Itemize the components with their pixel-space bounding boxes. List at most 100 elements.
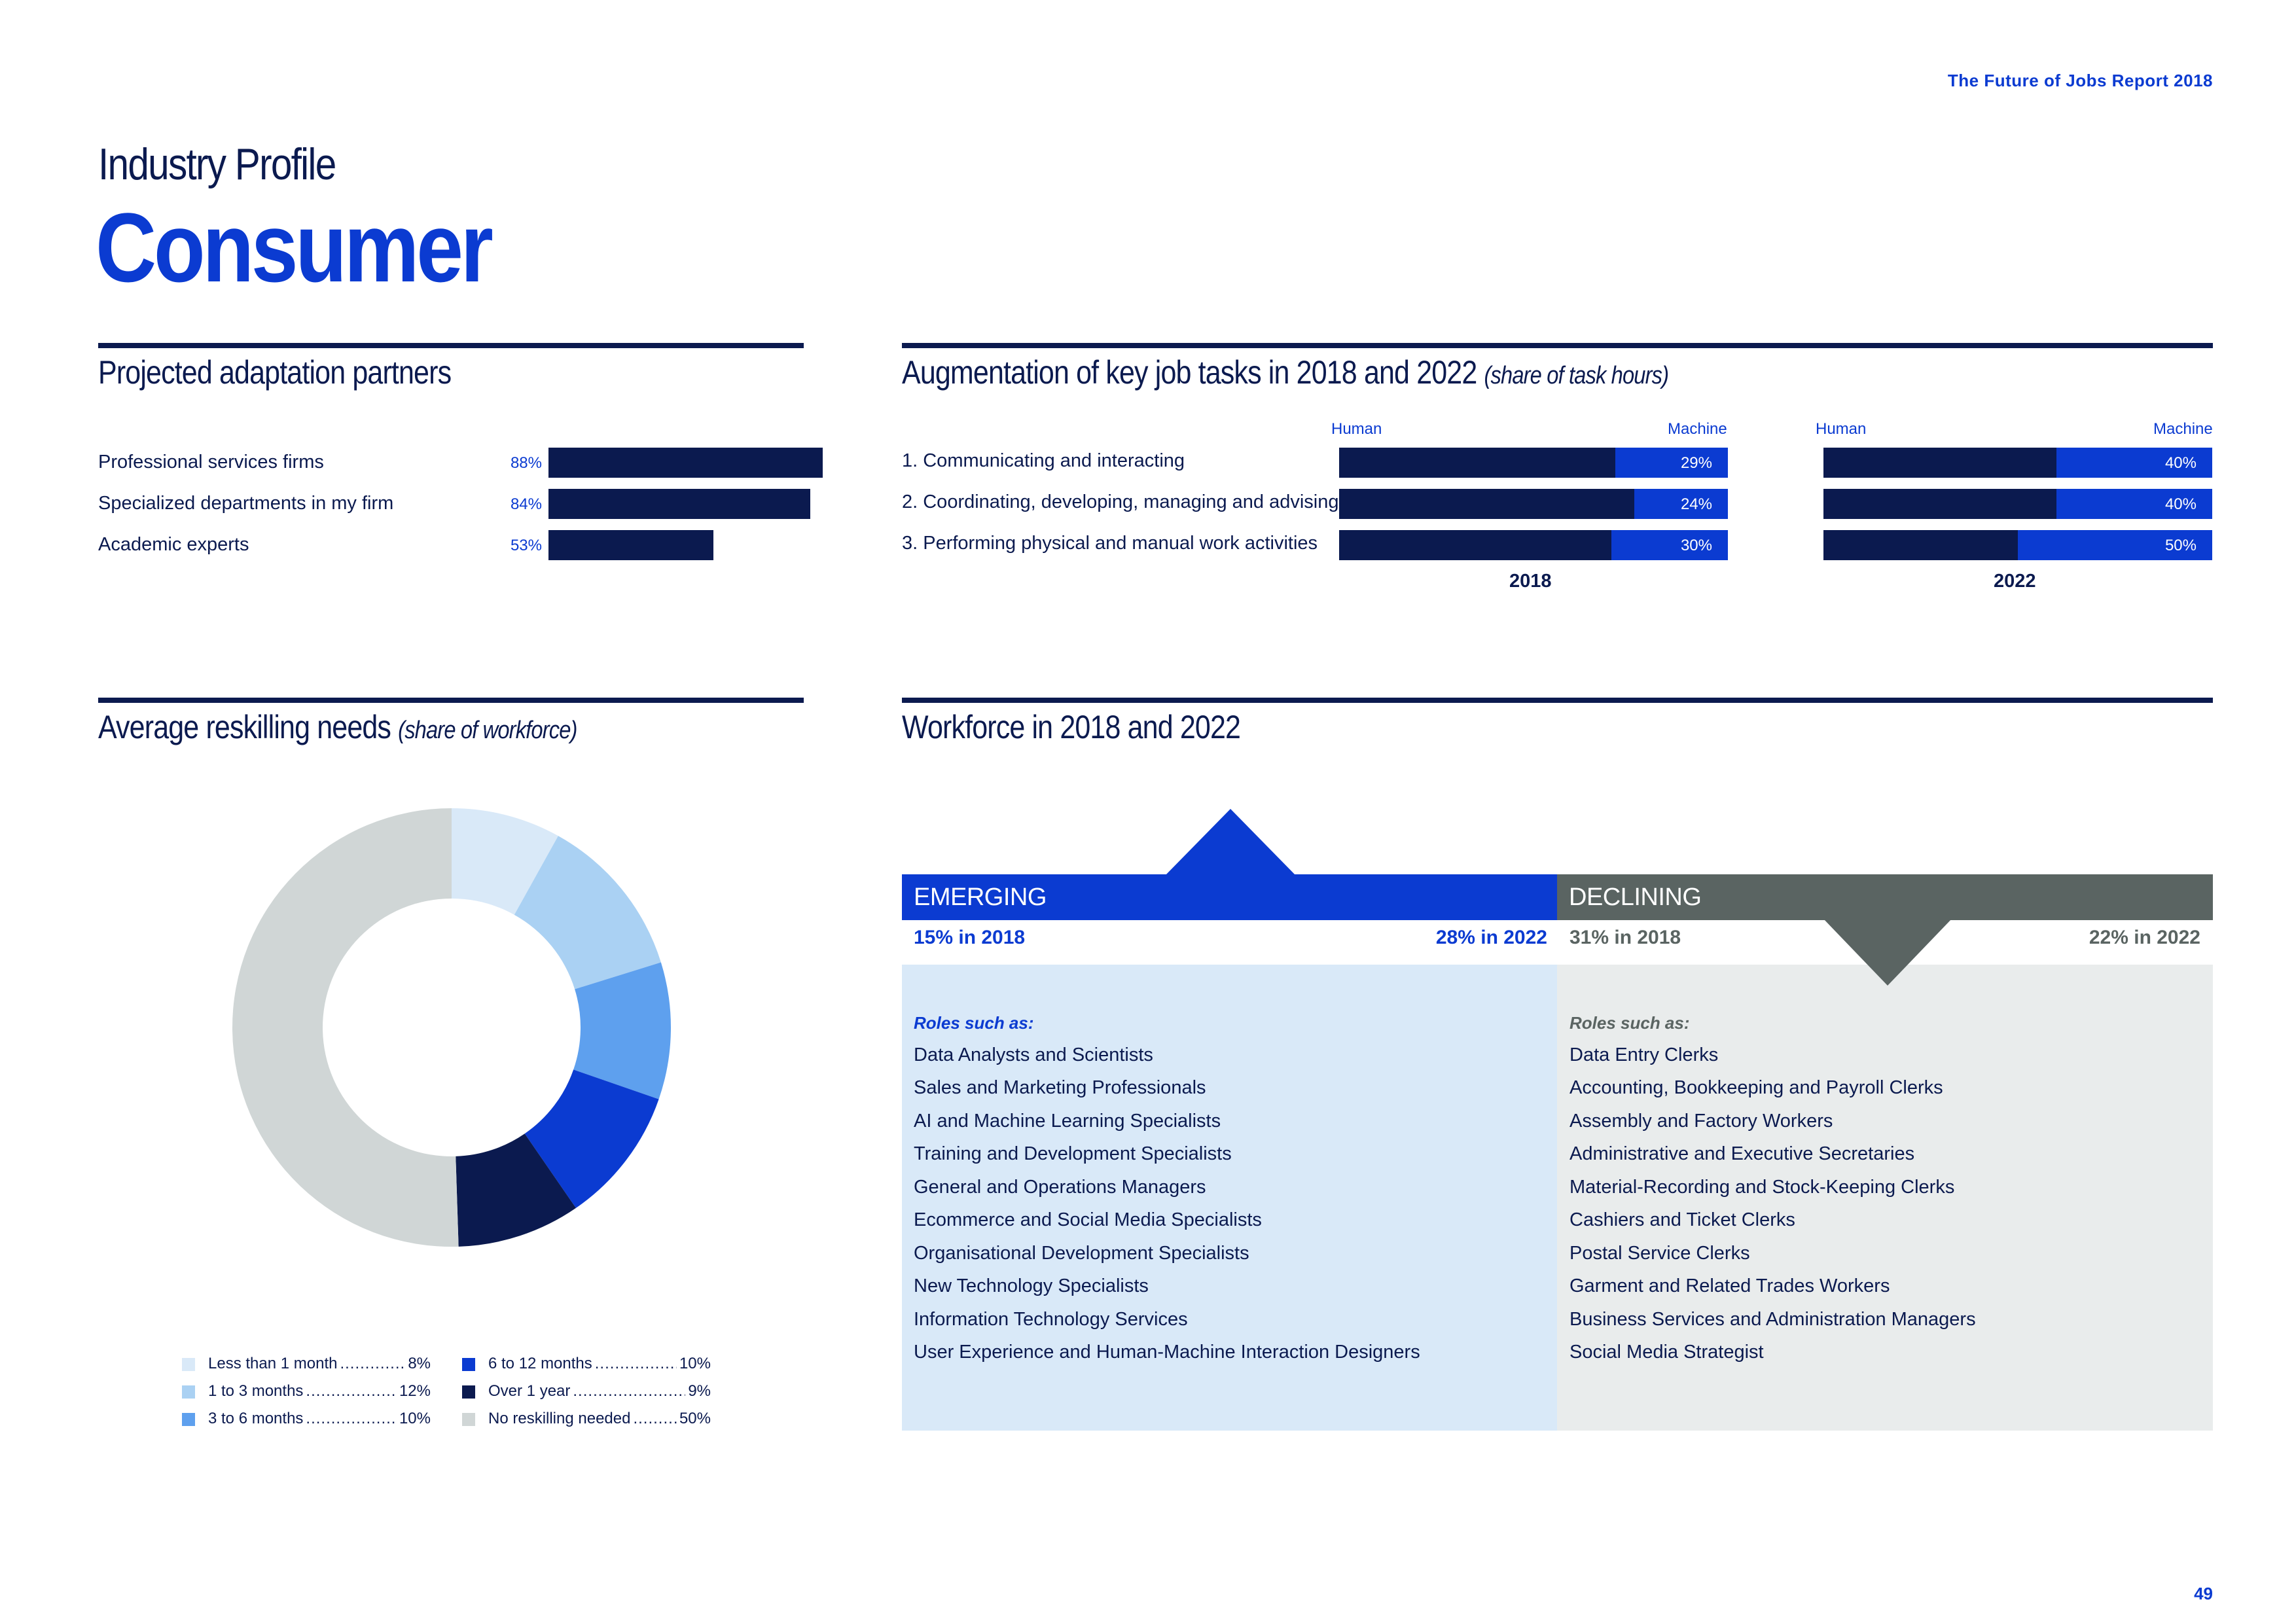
donut-slice-3 — [573, 962, 671, 1099]
donut-slice-1 — [452, 808, 558, 915]
up-arrow-icon — [1165, 809, 1296, 876]
task-bar-2018: 30% — [1339, 530, 1728, 560]
human-label-2018: Human — [1331, 420, 1382, 438]
legend-label: No reskilling needed — [488, 1410, 631, 1427]
augmentation-title-text: Augmentation of key job tasks in 2018 an… — [902, 354, 1477, 391]
legend-value: 9% — [688, 1382, 711, 1400]
machine-segment — [2056, 448, 2212, 478]
machine-segment — [1615, 448, 1728, 478]
partner-pct: 53% — [510, 537, 542, 554]
machine-value: 40% — [2164, 495, 2197, 513]
declining-role: Data Entry Clerks — [1570, 1044, 1719, 1065]
donut-slice-4 — [524, 1069, 659, 1208]
year-label-2022: 2022 — [1994, 571, 2036, 592]
task-bar-2018: 29% — [1339, 448, 1728, 478]
legend-swatch — [462, 1413, 475, 1426]
donut-slice-6 — [232, 808, 459, 1247]
partner-label: Academic experts — [98, 534, 249, 555]
declining-role: Social Media Strategist — [1570, 1342, 1764, 1363]
machine-label-2018: Machine — [1668, 420, 1727, 438]
task-label: 1. Communicating and interacting — [902, 450, 1185, 471]
declining-role: Administrative and Executive Secretaries — [1570, 1143, 1915, 1164]
machine-segment — [1634, 489, 1728, 519]
emerging-role: Ecommerce and Social Media Specialists — [914, 1209, 1262, 1230]
partner-row: Specialized departments in my firm 84% — [98, 489, 810, 519]
legend-item: No reskilling needed 50% — [462, 1407, 711, 1432]
human-label-2022: Human — [1816, 420, 1867, 438]
partner-pct: 84% — [510, 495, 542, 513]
emerging-header: EMERGING — [902, 874, 1557, 920]
reskilling-title: Average reskilling needs (share of workf… — [98, 708, 577, 746]
machine-segment — [2056, 489, 2212, 519]
legend-value: 8% — [408, 1355, 431, 1372]
year-label-2018: 2018 — [1509, 571, 1552, 592]
donut-slice-2 — [514, 836, 661, 990]
emerging-roles-panel — [902, 965, 1557, 1431]
task-label: 2. Coordinating, developing, managing an… — [902, 491, 1339, 512]
legend-value: 50% — [679, 1410, 711, 1427]
declining-stat-2022: 22% in 2022 — [2089, 927, 2200, 948]
emerging-role: Organisational Development Specialists — [914, 1243, 1249, 1264]
machine-value: 40% — [2164, 454, 2197, 472]
emerging-roles-label: Roles such as: — [914, 1013, 1034, 1033]
legend-swatch — [182, 1358, 195, 1371]
section-rule — [98, 698, 804, 703]
section-rule — [902, 698, 2213, 703]
legend-item: 3 to 6 months 10% — [182, 1407, 431, 1432]
declining-role: Assembly and Factory Workers — [1570, 1111, 1833, 1132]
legend-value: 10% — [679, 1355, 711, 1372]
legend-swatch — [182, 1413, 195, 1426]
machine-value: 24% — [1680, 495, 1712, 513]
legend-value: 12% — [399, 1382, 431, 1400]
emerging-role: Information Technology Services — [914, 1309, 1188, 1330]
down-arrow-icon — [1823, 919, 1952, 986]
emerging-role: Training and Development Specialists — [914, 1143, 1232, 1164]
partner-label: Specialized departments in my firm — [98, 493, 394, 514]
task-label: 3. Performing physical and manual work a… — [902, 533, 1318, 554]
declining-role: Postal Service Clerks — [1570, 1243, 1750, 1264]
task-bar-2018: 24% — [1339, 489, 1728, 519]
legend-item: Less than 1 month 8% — [182, 1352, 431, 1377]
task-bar-2022: 40% — [1823, 448, 2212, 478]
human-segment — [1339, 530, 1611, 560]
legend-item: 6 to 12 months 10% — [462, 1352, 711, 1377]
declining-header: DECLINING — [1557, 874, 2213, 920]
declining-stat-2018: 31% in 2018 — [1570, 927, 1681, 948]
legend-item: Over 1 year 9% — [462, 1380, 711, 1404]
partner-bar — [548, 530, 714, 560]
human-segment — [1823, 489, 2057, 519]
legend-label: 6 to 12 months — [488, 1355, 592, 1372]
human-segment — [1339, 489, 1635, 519]
human-segment — [1823, 530, 2018, 560]
emerging-role: AI and Machine Learning Specialists — [914, 1111, 1221, 1132]
emerging-label: EMERGING — [914, 883, 1047, 911]
declining-roles-label: Roles such as: — [1570, 1013, 1690, 1033]
machine-label-2022: Machine — [2153, 420, 2213, 438]
partner-row: Academic experts 53% — [98, 530, 785, 560]
reskilling-subtitle: (share of workforce) — [398, 717, 577, 744]
emerging-role: Data Analysts and Scientists — [914, 1044, 1153, 1065]
declining-role: Cashiers and Ticket Clerks — [1570, 1209, 1795, 1230]
section-rule — [902, 343, 2213, 348]
section-rule — [98, 343, 804, 348]
machine-value: 29% — [1680, 454, 1712, 472]
declining-role: Garment and Related Trades Workers — [1570, 1275, 1890, 1296]
emerging-stat-2022: 28% in 2022 — [1435, 927, 1547, 948]
legend-value: 10% — [399, 1410, 431, 1427]
partner-row: Professional services firms 88% — [98, 448, 823, 478]
page-number: 49 — [2194, 1584, 2213, 1603]
emerging-role: New Technology Specialists — [914, 1275, 1149, 1296]
partner-bar — [548, 489, 810, 519]
machine-value: 30% — [1680, 537, 1712, 554]
declining-role: Business Services and Administration Man… — [1570, 1309, 1976, 1330]
augmentation-subtitle: (share of task hours) — [1484, 362, 1669, 389]
page-kicker: Industry Profile — [98, 139, 336, 189]
machine-value: 50% — [2164, 537, 2197, 554]
donut-slice-5 — [456, 1133, 576, 1247]
legend-label: Over 1 year — [488, 1382, 571, 1400]
declining-roles-panel — [1557, 965, 2213, 1431]
legend-swatch — [462, 1385, 475, 1399]
declining-role: Accounting, Bookkeeping and Payroll Cler… — [1570, 1077, 1943, 1098]
page-title: Consumer — [96, 192, 493, 302]
augmentation-title: Augmentation of key job tasks in 2018 an… — [902, 353, 1669, 391]
